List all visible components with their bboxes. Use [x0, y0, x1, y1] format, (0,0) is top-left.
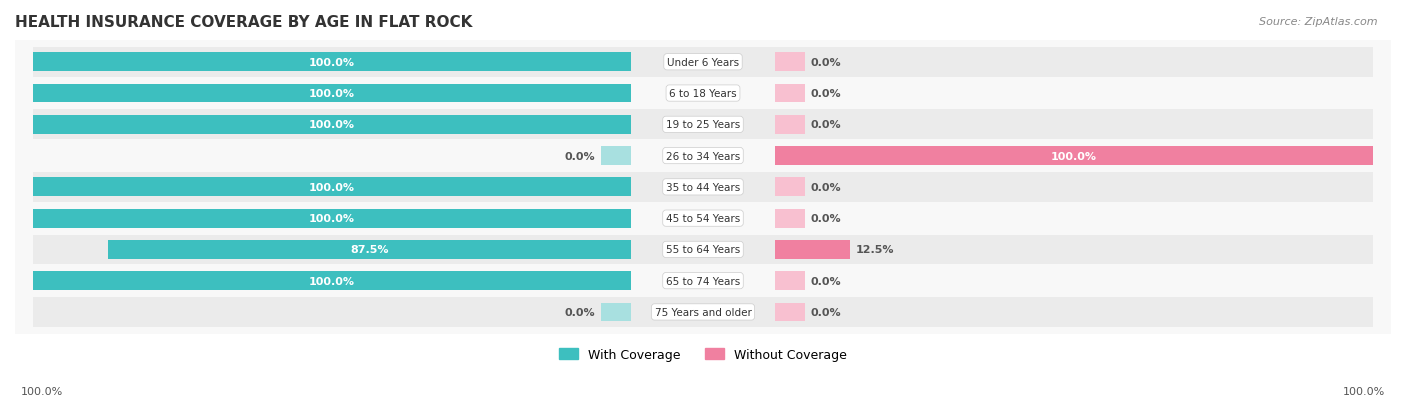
Bar	[108, 240, 631, 259]
Text: 45 to 54 Years: 45 to 54 Years	[666, 214, 740, 223]
Text: 100.0%: 100.0%	[309, 58, 356, 68]
Text: Source: ZipAtlas.com: Source: ZipAtlas.com	[1260, 17, 1378, 26]
Legend: With Coverage, Without Coverage: With Coverage, Without Coverage	[554, 343, 852, 366]
Text: 55 to 64 Years: 55 to 64 Years	[666, 245, 740, 255]
Bar	[775, 116, 804, 134]
Bar	[32, 141, 1374, 171]
Text: 100.0%: 100.0%	[309, 214, 356, 223]
Text: 0.0%: 0.0%	[811, 214, 841, 223]
Text: 0.0%: 0.0%	[811, 89, 841, 99]
Text: 26 to 34 Years: 26 to 34 Years	[666, 151, 740, 161]
Text: 65 to 74 Years: 65 to 74 Years	[666, 276, 740, 286]
Bar	[775, 178, 804, 197]
Text: 100.0%: 100.0%	[309, 183, 356, 192]
Bar	[602, 147, 631, 166]
Bar	[32, 173, 1374, 202]
Bar	[775, 53, 804, 72]
Bar	[775, 85, 804, 103]
Bar	[775, 272, 804, 290]
Text: 35 to 44 Years: 35 to 44 Years	[666, 183, 740, 192]
Bar	[32, 266, 1374, 296]
Text: 100.0%: 100.0%	[21, 387, 63, 396]
Bar	[32, 79, 1374, 109]
Bar	[32, 116, 631, 134]
Text: 0.0%: 0.0%	[811, 276, 841, 286]
Text: 0.0%: 0.0%	[565, 151, 595, 161]
Text: 0.0%: 0.0%	[811, 183, 841, 192]
Bar	[32, 297, 1374, 327]
Bar	[775, 303, 804, 322]
Bar	[32, 48, 1374, 78]
Bar	[32, 178, 631, 197]
Text: 19 to 25 Years: 19 to 25 Years	[666, 120, 740, 130]
Bar	[602, 303, 631, 322]
Bar	[32, 110, 1374, 140]
Text: 75 Years and older: 75 Years and older	[655, 307, 751, 317]
Text: 100.0%: 100.0%	[309, 89, 356, 99]
Bar	[32, 209, 631, 228]
Bar	[32, 272, 631, 290]
Bar	[775, 147, 1374, 166]
Text: 6 to 18 Years: 6 to 18 Years	[669, 89, 737, 99]
Bar	[32, 204, 1374, 233]
Bar	[32, 53, 631, 72]
Text: HEALTH INSURANCE COVERAGE BY AGE IN FLAT ROCK: HEALTH INSURANCE COVERAGE BY AGE IN FLAT…	[15, 15, 472, 30]
Text: 0.0%: 0.0%	[811, 58, 841, 68]
Text: 100.0%: 100.0%	[1050, 151, 1097, 161]
Text: 12.5%: 12.5%	[856, 245, 894, 255]
Bar	[775, 209, 804, 228]
Bar	[775, 240, 849, 259]
Bar	[32, 85, 631, 103]
Text: 100.0%: 100.0%	[309, 276, 356, 286]
Text: 0.0%: 0.0%	[565, 307, 595, 317]
Bar	[32, 235, 1374, 265]
Text: Under 6 Years: Under 6 Years	[666, 58, 740, 68]
Text: 0.0%: 0.0%	[811, 307, 841, 317]
Text: 0.0%: 0.0%	[811, 120, 841, 130]
Text: 87.5%: 87.5%	[350, 245, 388, 255]
Text: 100.0%: 100.0%	[1343, 387, 1385, 396]
Text: 100.0%: 100.0%	[309, 120, 356, 130]
